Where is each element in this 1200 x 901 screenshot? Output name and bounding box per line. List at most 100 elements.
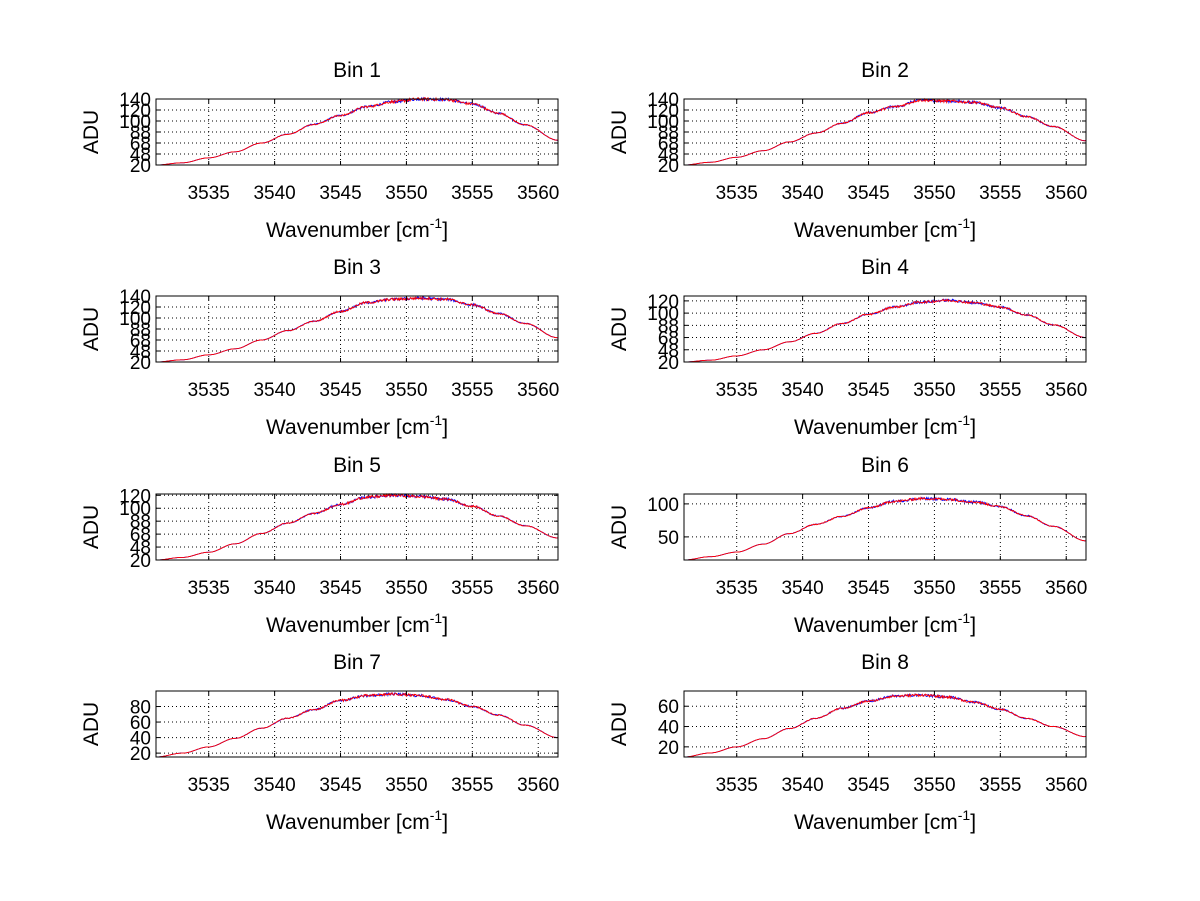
y-tick-label: 40	[658, 718, 679, 739]
x-tick-label: 3555	[979, 183, 1021, 204]
subplot-title-bin-6: Bin 6	[861, 454, 909, 477]
spectrum-series-red-bin-4	[684, 298, 1086, 363]
subplot-title-bin-3: Bin 3	[333, 256, 381, 279]
y-tick-label: 48	[658, 341, 679, 362]
grid-bin-4	[684, 296, 1086, 363]
subplot-title-bin-8: Bin 8	[861, 651, 909, 674]
y-axis-label-bin-7: ADU	[80, 702, 103, 746]
x-axis-label-superscript: -1	[958, 610, 971, 626]
y-axis-label-bin-3: ADU	[80, 307, 103, 351]
y-tick-label: 88	[130, 512, 151, 533]
x-axis-label-text: Wavenumber [cm	[794, 219, 958, 242]
y-tick-label: 60	[130, 713, 151, 734]
x-axis-label-bin-8: Wavenumber [cm-1]	[794, 807, 976, 834]
x-axis-label-bin-7: Wavenumber [cm-1]	[266, 807, 448, 834]
spectrum-series-blue-bin-8	[684, 692, 1086, 758]
x-tick-label: 3550	[385, 380, 427, 401]
x-tick-label: 3560	[1045, 183, 1087, 204]
x-tick-label: 3540	[253, 183, 295, 204]
y-tick-label: 48	[130, 342, 151, 363]
y-tick-label: 120	[119, 101, 151, 122]
y-tick-label: 120	[647, 101, 679, 122]
spectrum-series-red-bin-5	[156, 492, 559, 561]
subplot-bin-6: 3535 3540 3545 3550 3555 3560 50 100 Bin 6 Wavenu…	[608, 454, 1087, 637]
x-axis-label-bracket: ]	[442, 811, 448, 834]
y-tick-label: 48	[658, 145, 679, 166]
subplot-bin-1: 3535 3540 3545 3550 3555 3560 2048688810012014…	[80, 59, 559, 242]
x-tick-label: 3540	[781, 380, 823, 401]
subplot-title-bin-1: Bin 1	[333, 59, 381, 82]
y-tick-label: 140	[119, 90, 151, 111]
y-axis-label-bin-1: ADU	[80, 110, 103, 154]
y-tick-label: 88	[658, 316, 679, 337]
x-axis-label-bracket: ]	[970, 219, 976, 242]
y-tick-label: 68	[658, 329, 679, 350]
y-tick-label: 100	[119, 309, 151, 330]
y-tick-label: 120	[119, 486, 151, 507]
subplot-bin-2: 3535 3540 3545 3550 3555 3560 2048688810012014…	[608, 59, 1087, 242]
x-axis-label-bin-2: Wavenumber [cm-1]	[794, 215, 976, 242]
subplot-title-bin-2: Bin 2	[861, 59, 909, 82]
x-tick-label: 3560	[1045, 775, 1087, 796]
x-tick-label: 3545	[847, 775, 889, 796]
axes-frame-bin-6	[683, 493, 1087, 561]
x-axis-label-bracket: ]	[970, 811, 976, 834]
x-axis-label-text: Wavenumber [cm	[794, 416, 958, 439]
y-tick-label: 68	[130, 331, 151, 352]
spectrum-series-red-bin-6	[684, 496, 1087, 561]
x-tick-label: 3545	[847, 380, 889, 401]
subplot-title-bin-7: Bin 7	[333, 651, 381, 674]
y-axis-label-bin-2: ADU	[608, 110, 631, 154]
x-tick-label: 3540	[781, 578, 823, 599]
x-tick-label: 3555	[979, 775, 1021, 796]
y-tick-label: 88	[658, 123, 679, 144]
x-axis-label-text: Wavenumber [cm	[794, 811, 958, 834]
x-tick-label: 3535	[188, 183, 230, 204]
y-tick-label: 88	[130, 320, 151, 341]
y-tick-label: 48	[130, 538, 151, 559]
grid-bin-8	[684, 691, 1086, 757]
axes-frame-bin-8	[683, 690, 1087, 758]
x-axis-label-bracket: ]	[442, 614, 448, 637]
spectrum-series-red-bin-3	[156, 295, 559, 363]
x-tick-label: 3550	[913, 380, 955, 401]
y-tick-label: 20	[658, 156, 679, 177]
x-axis-label-superscript: -1	[958, 412, 971, 428]
spectrum-series-red-bin-8	[684, 692, 1086, 758]
y-tick-label: 80	[130, 698, 151, 719]
x-axis-label-bracket: ]	[970, 416, 976, 439]
x-tick-label: 3555	[451, 578, 493, 599]
x-axis-label-text: Wavenumber [cm	[266, 416, 430, 439]
y-tick-label: 20	[658, 353, 679, 374]
y-tick-label: 20	[130, 744, 151, 765]
x-tick-label: 3550	[385, 183, 427, 204]
x-tick-label: 3550	[913, 775, 955, 796]
x-tick-label: 3540	[781, 775, 823, 796]
grid-bin-7	[156, 691, 558, 757]
x-tick-label: 3540	[253, 578, 295, 599]
x-axis-label-bin-5: Wavenumber [cm-1]	[266, 610, 448, 637]
y-tick-label: 20	[130, 551, 151, 572]
x-tick-label: 3555	[451, 775, 493, 796]
spectrum-series-blue-bin-5	[156, 492, 559, 561]
y-tick-label: 100	[647, 495, 679, 516]
x-tick-label: 3555	[451, 183, 493, 204]
axes-frame-bin-4	[683, 295, 1087, 363]
y-tick-label: 68	[130, 525, 151, 546]
axes-frame-bin-5	[155, 493, 559, 561]
x-axis-label-superscript: -1	[430, 215, 443, 231]
y-tick-label: 100	[647, 304, 679, 325]
x-tick-label: 3555	[979, 380, 1021, 401]
x-tick-label: 3535	[716, 775, 758, 796]
subplot-title-bin-5: Bin 5	[333, 454, 381, 477]
x-tick-label: 3550	[385, 578, 427, 599]
x-tick-label: 3545	[319, 578, 361, 599]
x-axis-label-superscript: -1	[958, 807, 971, 823]
y-axis-label-bin-8: ADU	[608, 702, 631, 746]
x-tick-label: 3535	[716, 380, 758, 401]
y-tick-label: 100	[119, 499, 151, 520]
x-tick-label: 3535	[716, 578, 758, 599]
